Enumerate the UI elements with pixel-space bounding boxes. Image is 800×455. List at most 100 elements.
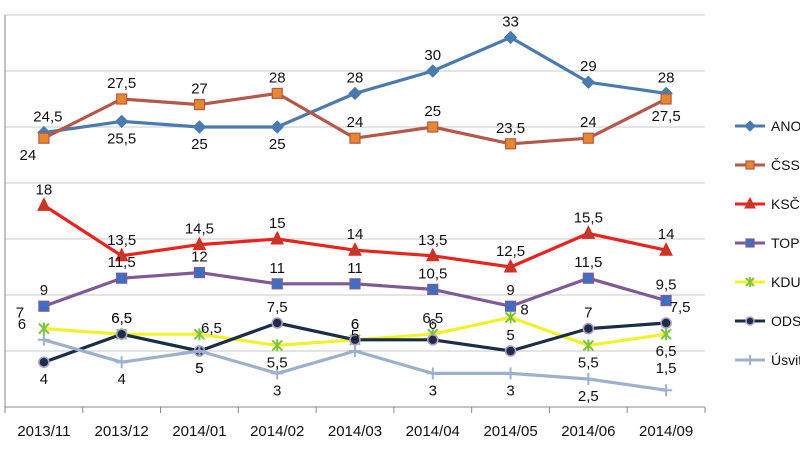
legend-item: ČSSD — [735, 157, 800, 173]
data-point — [582, 373, 595, 385]
data-point — [271, 278, 283, 290]
legend-label: KDU — [771, 274, 800, 290]
data-label: 8 — [520, 301, 528, 318]
data-label: 13,5 — [107, 232, 136, 249]
legend-label: Úsvit — [771, 352, 800, 368]
data-point — [193, 267, 206, 279]
data-label: 5 — [506, 327, 514, 344]
data-label: 6,5 — [656, 343, 677, 360]
data-label: 9 — [40, 282, 48, 299]
data-label: 9 — [506, 282, 514, 299]
data-label: 24,5 — [33, 109, 62, 126]
legend-marker — [745, 316, 755, 326]
x-tick-label: 2014/03 — [328, 423, 382, 440]
data-label: 9,5 — [656, 277, 677, 294]
data-label: 18 — [36, 181, 53, 198]
data-point — [37, 333, 50, 346]
series-top — [38, 267, 672, 312]
data-label: 28 — [269, 69, 286, 86]
data-label: 6 — [429, 316, 437, 333]
data-label: 7,5 — [670, 299, 691, 316]
data-point — [427, 121, 439, 133]
x-tick-label: 2014/05 — [483, 423, 537, 440]
series-group — [37, 30, 673, 397]
series-ksčm — [37, 197, 673, 273]
data-point — [349, 333, 361, 346]
x-tick-label: 2014/06 — [561, 423, 615, 440]
x-tick-label: 2013/12 — [95, 423, 149, 440]
data-label: 10,5 — [418, 265, 447, 282]
data-label: 4 — [117, 371, 125, 388]
data-point — [348, 242, 362, 256]
data-point — [271, 87, 283, 100]
data-point — [582, 339, 595, 352]
data-label: 30 — [424, 47, 441, 64]
series-úsvit — [37, 333, 673, 397]
data-point — [38, 300, 50, 312]
data-label: 27,5 — [107, 75, 136, 92]
series-ano — [37, 30, 673, 140]
data-label: 25,5 — [107, 130, 136, 147]
data-point — [193, 328, 206, 341]
data-label: 13,5 — [418, 232, 447, 249]
data-label: 27,5 — [652, 108, 681, 125]
gridlines — [5, 14, 705, 352]
data-point — [581, 225, 596, 239]
data-point — [660, 93, 672, 105]
data-label: 33 — [502, 13, 519, 30]
data-point — [660, 384, 673, 397]
x-tick-label: 2014/04 — [406, 423, 460, 440]
data-point — [504, 138, 517, 150]
data-point — [426, 367, 439, 380]
data-point — [660, 328, 672, 341]
data-label: 14 — [658, 226, 675, 243]
legend-label: ANO — [771, 118, 800, 134]
data-point — [427, 283, 439, 295]
data-point — [38, 356, 50, 369]
data-label: 6,5 — [111, 310, 132, 327]
data-label: 3 — [506, 382, 514, 399]
data-label: 1,5 — [656, 360, 677, 377]
data-point — [116, 272, 128, 284]
data-point — [270, 120, 284, 134]
data-label: 12,5 — [496, 243, 525, 260]
axes: 2013/11 2013/12 2014/01 2014/02 2014/03 2014/… — [4, 15, 706, 440]
data-label: 5 — [195, 360, 203, 377]
legend-marker — [745, 355, 755, 365]
data-point — [581, 75, 596, 89]
data-point — [582, 132, 594, 144]
legend-marker — [744, 120, 756, 132]
data-point — [426, 333, 439, 346]
data-label: 28 — [347, 69, 364, 86]
data-label: 6,5 — [201, 320, 222, 337]
data-point — [426, 64, 440, 78]
data-point — [503, 258, 518, 273]
legend-item: ANO — [735, 118, 800, 134]
legend-label: ČSSD — [771, 157, 800, 173]
data-label: 11 — [269, 260, 285, 277]
data-label: 7 — [16, 305, 24, 322]
data-label: 11,5 — [108, 254, 136, 271]
data-label: 28 — [658, 69, 675, 86]
x-tick-label: 2013/11 — [17, 423, 70, 440]
legend-item: KDU — [735, 274, 800, 290]
data-label: 14 — [347, 226, 364, 243]
series-line — [43, 271, 667, 308]
data-label: 7,5 — [267, 299, 288, 316]
legend-item: KSČM — [735, 196, 800, 212]
legend-label: KSČM — [771, 196, 800, 212]
data-point — [349, 132, 361, 144]
data-label: 15,5 — [574, 209, 603, 226]
data-label: 11,5 — [574, 254, 602, 271]
data-label: 25 — [269, 136, 286, 153]
data-label: 2,5 — [578, 388, 599, 405]
data-point — [504, 367, 517, 380]
data-label: 14,5 — [185, 221, 214, 238]
data-point — [504, 300, 517, 312]
legend-item: TOP — [735, 235, 800, 251]
legend-marker — [745, 160, 755, 170]
data-label: 23,5 — [496, 120, 525, 137]
data-point — [504, 345, 517, 357]
